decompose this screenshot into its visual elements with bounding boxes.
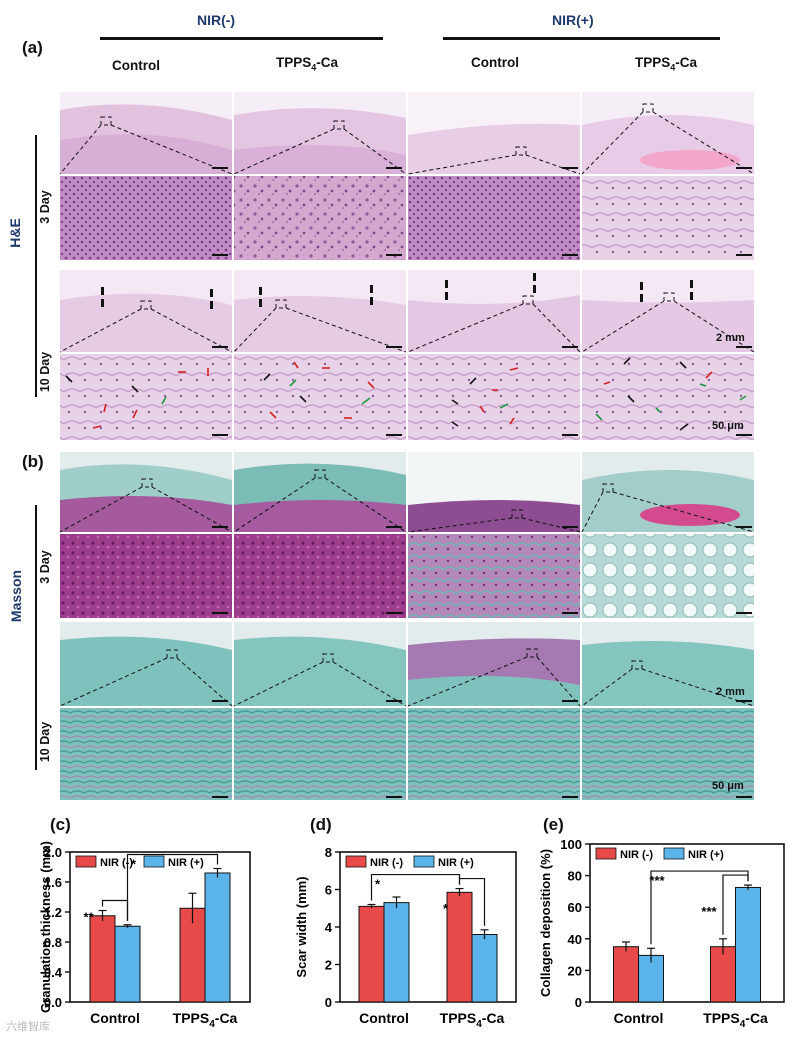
legend-swatch <box>663 847 685 860</box>
masson-day10-high-row <box>60 708 754 800</box>
legend-label: NIR (+) <box>168 857 204 869</box>
col-header-control-2: Control <box>471 55 519 70</box>
y-tick-label: 4 <box>325 920 333 935</box>
significance-mark: * <box>131 857 137 872</box>
nir-minus-header: NIR(-) <box>197 12 236 28</box>
chart-frame <box>69 851 251 1003</box>
he-day3-low-row <box>60 92 754 174</box>
x-tick-label: TPPS4-Ca <box>440 1010 505 1030</box>
nir-minus-rule <box>100 37 383 40</box>
y-tick-label: 0 <box>575 995 582 1010</box>
micrograph-grid <box>59 92 755 800</box>
significance-mark: * <box>375 877 381 892</box>
bar-nir-plus-0 <box>383 902 410 1003</box>
legend-swatch <box>75 855 97 868</box>
wound-edge-markers <box>101 273 693 309</box>
bar-nir-plus-0 <box>114 925 141 1003</box>
y-tick-label: 2.0 <box>44 845 62 860</box>
he-day3-high-row <box>60 176 754 260</box>
bar-nir-plus-0 <box>638 954 664 1003</box>
significance-bracket <box>126 853 219 921</box>
scale-bars <box>212 167 752 798</box>
x-tick-label: TPPS4-Ca <box>173 1010 238 1030</box>
legend-label: NIR (-) <box>100 857 133 869</box>
cell-arrows <box>65 357 747 431</box>
y-tick-label: 0.4 <box>44 965 63 980</box>
he-day10-high-row <box>60 354 754 440</box>
y-tick-label: 8 <box>325 845 332 860</box>
masson-bracket <box>35 505 37 770</box>
legend-label: NIR (-) <box>620 849 653 861</box>
chart-frame <box>589 843 785 1003</box>
he-day10-low-row <box>60 270 754 352</box>
significance-bracket <box>650 870 749 945</box>
y-axis-label: Scar width (mm) <box>294 876 309 977</box>
masson-day3-low-row <box>60 452 754 532</box>
significance-mark: *** <box>701 904 717 919</box>
bar-nir-plus-1 <box>735 886 761 1003</box>
significance-bracket <box>370 873 461 901</box>
legend-swatch <box>345 855 367 868</box>
y-tick-label: 0.0 <box>44 995 62 1010</box>
panel-b-label: (b) <box>22 452 44 471</box>
bar-nir-minus-1 <box>446 891 473 1003</box>
x-tick-label: Control <box>90 1010 140 1026</box>
panel-d-label: (d) <box>310 815 332 834</box>
masson-day10-low-row <box>60 622 754 706</box>
y-tick-label: 100 <box>560 837 582 852</box>
y-axis-label: Granulation thickness (mm) <box>38 841 53 1013</box>
legend-swatch <box>143 855 165 868</box>
significance-mark: *** <box>649 873 665 888</box>
x-tick-label: TPPS4-Ca <box>703 1010 768 1030</box>
masson-scale-label-high: 50 μm <box>712 780 744 792</box>
panel-a-label: (a) <box>22 38 43 57</box>
x-tick-label: Control <box>614 1010 664 1026</box>
legend-label: NIR (+) <box>688 849 724 861</box>
y-tick-label: 60 <box>568 900 582 915</box>
masson-scale-label-low: 2 mm <box>716 686 745 698</box>
watermark: 六维智库 <box>6 1021 50 1033</box>
bar-nir-minus-1 <box>710 946 736 1003</box>
y-axis-label: Collagen deposition (%) <box>538 849 553 997</box>
y-tick-label: 80 <box>568 869 582 884</box>
significance-bracket <box>722 874 749 935</box>
legend-label: NIR (-) <box>370 857 403 869</box>
y-tick-label: 0 <box>325 995 332 1010</box>
col-header-tpps-2: TPPS4-Ca <box>635 55 698 73</box>
col-header-tpps-1: TPPS4-Ca <box>276 55 339 73</box>
y-tick-label: 1.2 <box>44 905 62 920</box>
he-scale-label-low: 2 mm <box>716 332 745 344</box>
y-tick-label: 40 <box>568 932 582 947</box>
chart-scar-width: 0 2 4 6 8 Scar width (mm) Control TPPS4-Ca NIR (… <box>294 845 517 1030</box>
y-tick-label: 2 <box>325 958 332 973</box>
bar-nir-minus-0 <box>89 915 116 1003</box>
y-tick-label: 1.6 <box>44 875 62 890</box>
panel-e-label: (e) <box>543 815 564 834</box>
significance-mark: ** <box>83 910 94 925</box>
nir-plus-header: NIR(+) <box>552 12 594 28</box>
bar-nir-plus-1 <box>471 934 498 1003</box>
x-tick-label: Control <box>359 1010 409 1026</box>
y-tick-label: 20 <box>568 963 582 978</box>
bar-nir-minus-0 <box>613 946 639 1003</box>
nir-plus-rule <box>443 37 720 40</box>
bar-nir-minus-0 <box>358 905 385 1003</box>
significance-bracket <box>458 877 486 926</box>
he-scale-label-high: 50 μm <box>712 420 744 432</box>
panel-c-label: (c) <box>50 815 71 834</box>
chart-collagen-deposition: 0 20 40 60 80 100 Collagen deposition (%) Contr… <box>538 837 785 1030</box>
legend-swatch <box>413 855 435 868</box>
significance-mark: * <box>443 901 449 916</box>
legend-swatch <box>595 847 617 860</box>
masson-day3-high-row <box>60 534 754 618</box>
zoom-guides <box>59 103 755 707</box>
col-header-control-1: Control <box>112 58 160 73</box>
bar-nir-plus-1 <box>204 872 231 1003</box>
legend-label: NIR (+) <box>438 857 474 869</box>
he-bracket <box>35 135 37 397</box>
y-tick-label: 6 <box>325 883 332 898</box>
y-tick-label: 0.8 <box>44 935 62 950</box>
